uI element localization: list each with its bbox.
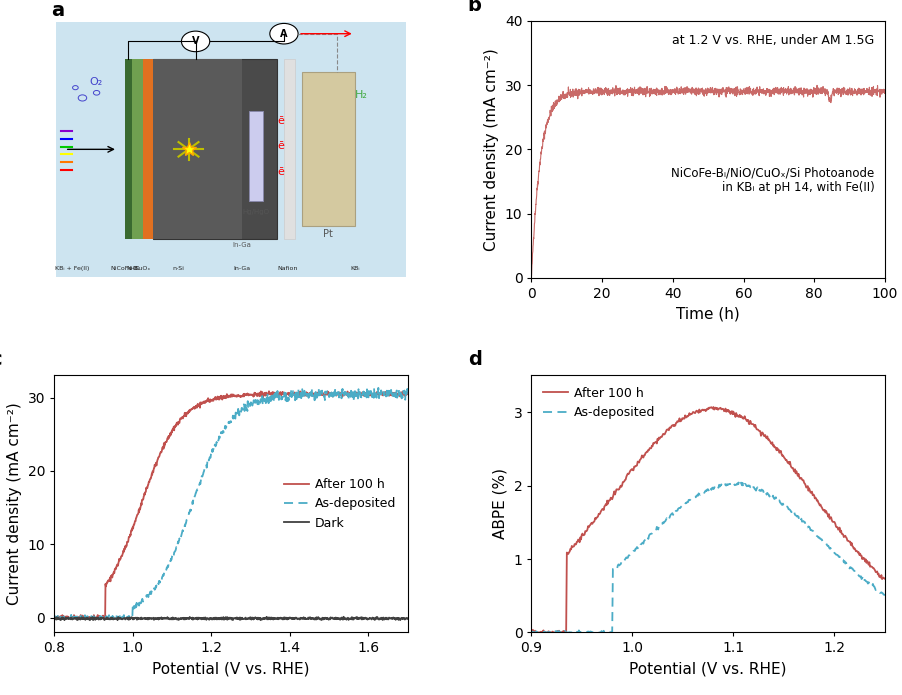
Text: a: a <box>51 1 64 19</box>
After 100 h <box>696 406 707 414</box>
Text: Pt: Pt <box>323 229 333 238</box>
After 100 h <box>192 401 203 409</box>
Dark <box>291 614 302 623</box>
Text: CuOₓ: CuOₓ <box>134 266 151 271</box>
Text: In-Ga: In-Ga <box>232 242 251 248</box>
Text: Nafion: Nafion <box>277 266 298 271</box>
As-deposited <box>49 612 60 620</box>
As-deposited <box>331 389 342 398</box>
After 100 h <box>401 389 412 398</box>
As-deposited <box>526 628 537 636</box>
After 100 h <box>737 415 748 423</box>
Dark <box>205 614 216 622</box>
Text: c: c <box>0 350 2 369</box>
Text: n-Si: n-Si <box>171 266 184 271</box>
As-deposited <box>373 384 383 392</box>
Dark <box>338 612 349 621</box>
X-axis label: Potential (V vs. RHE): Potential (V vs. RHE) <box>152 661 309 676</box>
Bar <box>132 59 143 239</box>
Text: NiCoFe-Bᵢ/NiO/CuOₓ/Si Photoanode
in KBᵢ at pH 14, with Fe(II): NiCoFe-Bᵢ/NiO/CuOₓ/Si Photoanode in KBᵢ … <box>670 166 873 194</box>
Text: KBᵢ + Fe(II): KBᵢ + Fe(II) <box>55 266 89 271</box>
After 100 h <box>205 395 216 404</box>
Text: O₂: O₂ <box>89 77 103 87</box>
Text: A: A <box>280 28 288 39</box>
Dark <box>49 614 60 623</box>
After 100 h <box>879 575 889 583</box>
Bar <box>143 59 153 239</box>
Line: After 100 h: After 100 h <box>54 391 407 618</box>
Bar <box>153 59 277 239</box>
Text: d: d <box>467 350 481 369</box>
Text: ē: ē <box>277 141 283 152</box>
X-axis label: Potential (V vs. RHE): Potential (V vs. RHE) <box>629 661 786 676</box>
After 100 h <box>263 387 274 395</box>
After 100 h <box>816 505 827 514</box>
As-deposited <box>732 477 743 486</box>
After 100 h <box>694 408 704 416</box>
After 100 h <box>331 389 342 398</box>
Text: KBᵢ: KBᵢ <box>350 266 359 271</box>
Y-axis label: ABPE (%): ABPE (%) <box>492 468 508 539</box>
Line: Dark: Dark <box>54 616 407 620</box>
Legend: After 100 h, As-deposited, Dark: After 100 h, As-deposited, Dark <box>279 473 401 534</box>
Text: b: b <box>467 0 481 15</box>
Circle shape <box>181 31 209 51</box>
As-deposited <box>696 489 707 497</box>
Text: NiCoFe-Bᵢ: NiCoFe-Bᵢ <box>110 266 139 271</box>
X-axis label: Time (h): Time (h) <box>676 306 740 321</box>
FancyBboxPatch shape <box>56 22 406 277</box>
As-deposited <box>737 484 748 492</box>
As-deposited <box>528 628 538 637</box>
Legend: After 100 h, As-deposited: After 100 h, As-deposited <box>537 382 659 424</box>
Circle shape <box>270 24 298 44</box>
As-deposited <box>192 486 203 494</box>
Dark <box>192 615 203 623</box>
As-deposited <box>401 386 412 394</box>
Bar <box>301 72 354 227</box>
Dark <box>85 616 96 624</box>
As-deposited <box>816 537 827 546</box>
Y-axis label: Current density (mA cm⁻²): Current density (mA cm⁻²) <box>483 48 499 251</box>
After 100 h <box>707 403 718 411</box>
As-deposited <box>49 614 60 622</box>
After 100 h <box>526 628 537 637</box>
After 100 h <box>49 612 60 621</box>
As-deposited <box>694 491 704 499</box>
Text: ē: ē <box>277 115 283 126</box>
Text: H₂: H₂ <box>354 90 367 100</box>
Text: V: V <box>191 36 199 47</box>
After 100 h <box>85 613 96 621</box>
As-deposited <box>85 613 96 621</box>
After 100 h <box>292 389 303 398</box>
As-deposited <box>871 586 882 594</box>
Line: As-deposited: As-deposited <box>531 482 884 632</box>
Bar <box>124 59 132 239</box>
Text: at 1.2 V vs. RHE, under AM 1.5G: at 1.2 V vs. RHE, under AM 1.5G <box>671 33 873 47</box>
After 100 h <box>50 614 60 622</box>
Dark <box>331 615 342 623</box>
As-deposited <box>325 390 336 398</box>
Text: In-Ga: In-Ga <box>233 266 250 271</box>
Text: ē: ē <box>277 167 283 177</box>
Bar <box>283 59 294 239</box>
Dark <box>401 614 412 623</box>
Y-axis label: Current density (mA cm⁻²): Current density (mA cm⁻²) <box>7 402 22 605</box>
As-deposited <box>291 392 302 400</box>
As-deposited <box>879 591 889 600</box>
Bar <box>153 59 241 239</box>
Text: Hg/HgO: Hg/HgO <box>242 208 269 215</box>
As-deposited <box>205 454 216 462</box>
As-deposited <box>717 482 728 490</box>
After 100 h <box>871 570 882 578</box>
After 100 h <box>526 628 537 636</box>
Dark <box>325 615 336 623</box>
Line: As-deposited: As-deposited <box>54 388 407 618</box>
Bar <box>248 111 262 201</box>
Dark <box>85 614 96 622</box>
Line: After 100 h: After 100 h <box>531 407 884 632</box>
After 100 h <box>325 390 336 398</box>
Text: NiO: NiO <box>126 266 137 271</box>
After 100 h <box>718 407 729 416</box>
